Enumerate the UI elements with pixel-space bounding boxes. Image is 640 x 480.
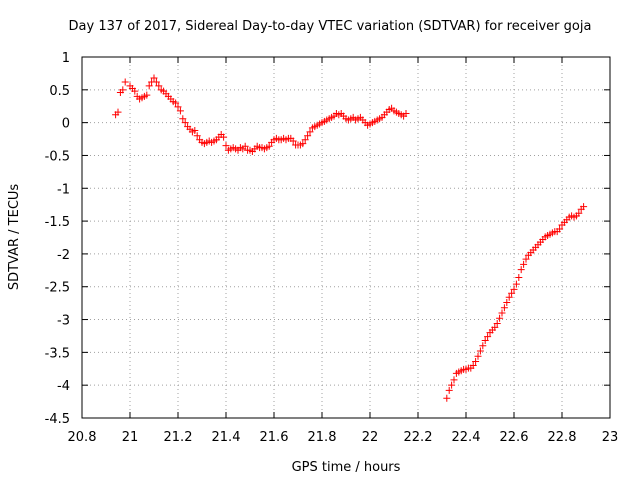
- y-tick-label: 1: [62, 51, 70, 66]
- data-point: [520, 260, 528, 268]
- data-point: [150, 74, 158, 82]
- y-tick-label: -1.5: [45, 215, 70, 230]
- y-tick-label: -2: [57, 248, 70, 263]
- y-tick-label: -4.5: [45, 412, 70, 427]
- data-point: [491, 323, 499, 331]
- x-tick-label: 22.2: [404, 430, 433, 445]
- data-point: [515, 274, 523, 282]
- data-point: [496, 314, 504, 322]
- data-point: [472, 358, 480, 366]
- data-point: [155, 82, 163, 90]
- data-point: [145, 82, 153, 90]
- data-point: [580, 203, 588, 211]
- y-tick-labels: 1 0.5 0 -0.5 -1 -1.5 -2 -2.5 -3 -3.5 -4 -4.5: [45, 51, 70, 427]
- data-point: [220, 133, 228, 141]
- data-point: [143, 91, 151, 99]
- data-point: [402, 109, 410, 117]
- data-point: [484, 333, 492, 341]
- data-point: [121, 78, 129, 86]
- data-point: [479, 342, 487, 350]
- data-point: [301, 136, 309, 144]
- data-point: [522, 255, 530, 263]
- axis-ticks: [81, 56, 611, 419]
- data-point: [241, 142, 249, 150]
- y-axis-label: SDTVAR / TECUs: [7, 184, 22, 291]
- data-point: [556, 225, 564, 233]
- data-point: [299, 140, 307, 148]
- data-point: [222, 142, 230, 150]
- chart-title: Day 137 of 2017, Sidereal Day-to-day VTE…: [69, 19, 592, 34]
- data-point: [493, 319, 501, 327]
- data-point: [508, 289, 516, 297]
- data-point: [193, 132, 201, 140]
- data-point: [575, 209, 583, 217]
- y-tick-label: 0: [62, 117, 70, 132]
- x-tick-label: 22.6: [500, 430, 529, 445]
- x-tick-label: 20.8: [68, 430, 97, 445]
- data-point: [265, 142, 273, 150]
- data-point: [119, 86, 127, 94]
- x-tick-labels: 20.8 21 21.2 21.4 21.6 21.8 22 22.2 22.4 22.6 22.8…: [68, 430, 619, 445]
- data-point: [450, 376, 458, 384]
- y-tick-label: 0.5: [49, 84, 70, 99]
- data-point: [131, 87, 139, 95]
- data-point: [304, 132, 312, 140]
- data-point: [443, 394, 451, 402]
- data-point: [181, 119, 189, 127]
- data-point: [476, 347, 484, 355]
- data-point: [474, 352, 482, 360]
- data-point: [152, 78, 160, 86]
- data-point: [172, 99, 180, 107]
- x-tick-label: 23: [602, 430, 619, 445]
- y-tick-label: -4: [57, 379, 70, 394]
- data-point: [289, 137, 297, 145]
- data-point: [503, 298, 511, 306]
- data-point: [512, 280, 520, 288]
- x-tick-label: 21.4: [212, 430, 241, 445]
- y-tick-label: -3.5: [45, 346, 70, 361]
- data-point: [510, 285, 518, 293]
- data-point: [481, 337, 489, 345]
- x-tick-label: 21.6: [260, 430, 289, 445]
- data-point: [176, 107, 184, 115]
- x-tick-label: 21: [122, 430, 139, 445]
- data-point: [114, 108, 122, 116]
- data-point: [445, 386, 453, 394]
- x-tick-label: 21.8: [308, 430, 337, 445]
- x-tick-label: 21.2: [164, 430, 193, 445]
- x-axis-label: GPS time / hours: [292, 460, 401, 475]
- data-point: [448, 381, 456, 389]
- data-points: [112, 74, 588, 402]
- data-point: [469, 361, 477, 369]
- y-tick-label: -1: [57, 182, 70, 197]
- y-tick-label: -3: [57, 314, 70, 329]
- plot-frame: [81, 56, 611, 419]
- data-point: [174, 103, 182, 111]
- y-tick-label: -2.5: [45, 281, 70, 296]
- data-point: [500, 304, 508, 312]
- data-point: [517, 266, 525, 274]
- data-point: [505, 293, 513, 301]
- x-tick-label: 22.4: [452, 430, 481, 445]
- x-tick-label: 22: [362, 430, 379, 445]
- data-point: [498, 309, 506, 317]
- y-tick-label: -0.5: [45, 149, 70, 164]
- data-point: [191, 127, 199, 135]
- data-point: [179, 115, 187, 123]
- grid-lines: [82, 57, 610, 418]
- x-tick-label: 22.8: [548, 430, 577, 445]
- data-point: [306, 128, 314, 136]
